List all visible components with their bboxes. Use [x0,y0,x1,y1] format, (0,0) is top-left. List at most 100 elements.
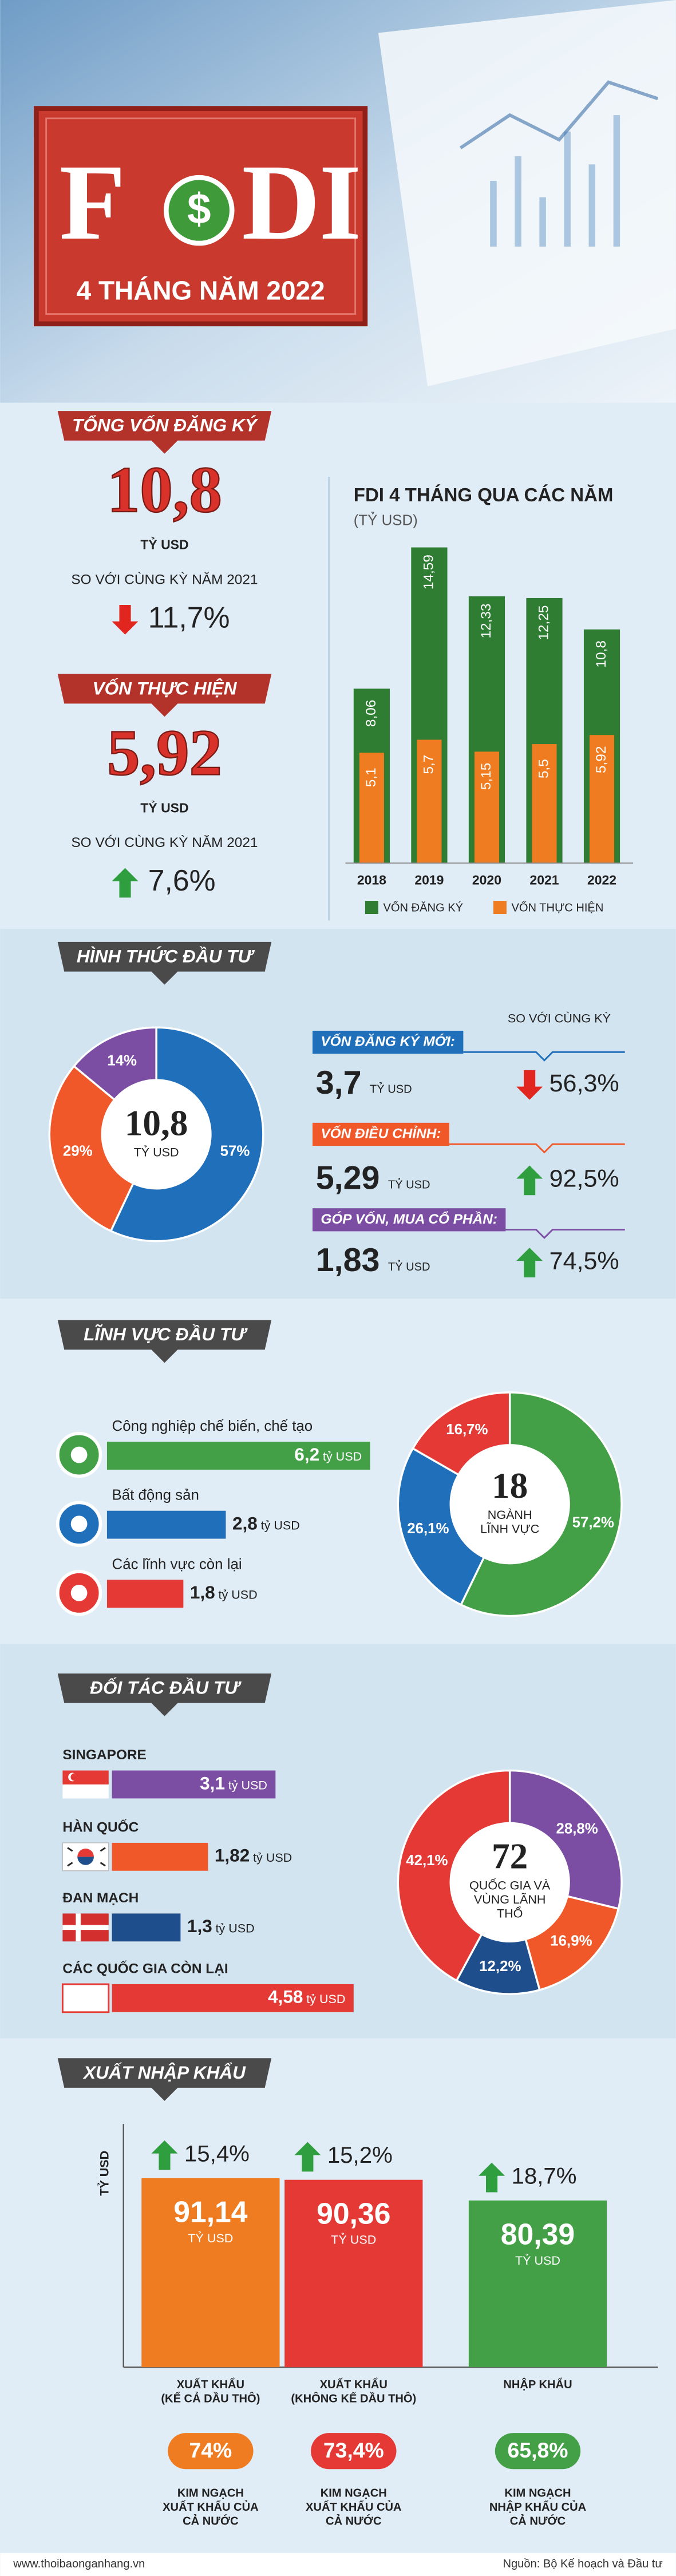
unit-label: TỶ USD [515,2253,560,2268]
legend-label: VỐN ĐĂNG KÝ [383,900,463,914]
section-label: ĐỐI TÁC ĐẦU TƯ [90,1677,242,1698]
bar [284,2179,423,2368]
share-caption: XUẤT KHẨU CỦA [306,2500,401,2514]
unit-label: tỷ USD [306,1992,345,2006]
value-label: 2,8 [232,1513,258,1533]
item-pill [312,1122,449,1146]
category-label: (KỂ CẢ DẦU THÔ) [161,2392,260,2405]
unit-label: tỷ USD [218,1588,257,1601]
footer-source: Nguồn: Bộ Kế hoạch và Đầu tư [503,2558,662,2570]
share-pill [495,2433,581,2470]
item-rule [463,1051,625,1062]
item-rule [505,1229,625,1239]
item-value: 5,29 [316,1160,380,1197]
bar [532,744,557,863]
item-rule [449,1143,625,1154]
share-label: 73,4% [323,2438,384,2462]
title-box-inner [45,117,357,315]
item-value: 3,7 [316,1065,362,1101]
compare-label: SO VỚI CÙNG KỲ NĂM 2021 [71,572,258,587]
flag-korea [62,1842,109,1871]
legend-swatch [365,901,378,915]
value-label: 8,06 [363,700,379,727]
change-arrow [112,605,139,635]
x-tick-label: 2019 [414,873,444,888]
change-value: 74,5% [550,1247,619,1275]
category-label: Công nghiệp chế biến, chế tạo [112,1418,313,1434]
value-label: 80,39 [501,2218,575,2251]
coin [164,175,235,246]
donut-segment [397,1769,511,1982]
category-label: NHẬP KHẨU [503,2377,572,2391]
segment-label: 57,2% [572,1515,614,1531]
share-caption: KIM NGẠCH [177,2487,244,2500]
donut-hole [450,1445,570,1564]
section-ribbon [57,1673,272,1716]
donut-hole [450,1823,570,1942]
value-label: 12,25 [536,605,551,640]
decor-bars [490,115,620,247]
coin-symbol: $ [187,184,211,232]
value-label: 91,14 [173,2195,248,2229]
segment-label: 28,8% [556,1821,598,1837]
segment-label: 16,9% [550,1933,592,1949]
change-value: 15,2% [327,2142,393,2168]
change-value: 92,5% [550,1165,619,1193]
share-pill [311,2433,397,2470]
category-label: ĐAN MẠCH [62,1890,139,1906]
category-label: Bất động sản [112,1487,199,1503]
category-label: Các lĩnh vực còn lại [112,1556,242,1572]
value-label: 3,1 [200,1772,225,1793]
section-ribbon [57,1320,272,1363]
section-label: HÌNH THỨC ĐẦU TƯ [77,945,255,966]
value-label: 5,1 [363,767,379,787]
chart-subtitle: (TỶ USD) [354,511,418,528]
share-pill [168,2433,254,2470]
item-value: 1,83 [316,1242,380,1279]
section-background [0,402,676,929]
value-label: 5,15 [479,763,494,790]
legend-label: VỐN THỰC HIỆN [512,900,604,914]
segment-label: 12,2% [479,1958,521,1974]
legend-swatch [493,901,507,915]
section-label: TỔNG VỐN ĐĂNG KÝ [72,415,259,436]
section-label: XUẤT NHẬP KHẨU [82,2062,246,2083]
y-axis-label: TỶ USD [97,2151,112,2196]
change-arrow [294,2142,321,2172]
change-value: 11,7% [148,601,230,634]
donut-center: 10,8 [125,1103,188,1143]
bar [112,1913,181,1942]
unit-label: tỷ USD [216,1921,255,1935]
value-label: 90,36 [317,2197,390,2230]
paper [378,0,676,387]
value-label: 5,5 [536,759,551,778]
change-arrow [479,2162,505,2193]
value-label: 1,82 [215,1845,250,1866]
share-caption: NHẬP KHẨU CỦA [489,2500,586,2514]
flag-denmark [62,1913,109,1942]
bar [468,2200,607,2368]
unit-label: tỷ USD [253,1851,292,1865]
bar [106,1510,226,1539]
x-tick-label: 2021 [529,873,559,888]
section-ribbon [57,411,272,454]
bar [417,739,442,863]
change-value: 7,6% [148,864,216,897]
section-label: LĨNH VỰC ĐẦU TƯ [84,1324,248,1344]
share-caption: CẢ NƯỚC [183,2514,238,2528]
unit-label: TỶ USD [140,800,188,815]
x-tick-label: 2018 [357,873,386,888]
segment-label: 26,1% [407,1521,449,1537]
change-value: 18,7% [512,2163,577,2189]
value-label: 1,3 [187,1916,212,1936]
donut-caption: LĨNH VỰC [480,1521,539,1536]
bar [474,751,499,863]
share-caption: KIM NGẠCH [504,2487,571,2500]
unit-label: tỷ USD [323,1450,362,1463]
donut-caption: TỶ USD [134,1145,179,1160]
flag-others [61,1983,110,2013]
sector-icon-inner [70,1515,88,1533]
x-tick-label: 2020 [472,873,501,888]
donut-hole [102,1080,211,1189]
